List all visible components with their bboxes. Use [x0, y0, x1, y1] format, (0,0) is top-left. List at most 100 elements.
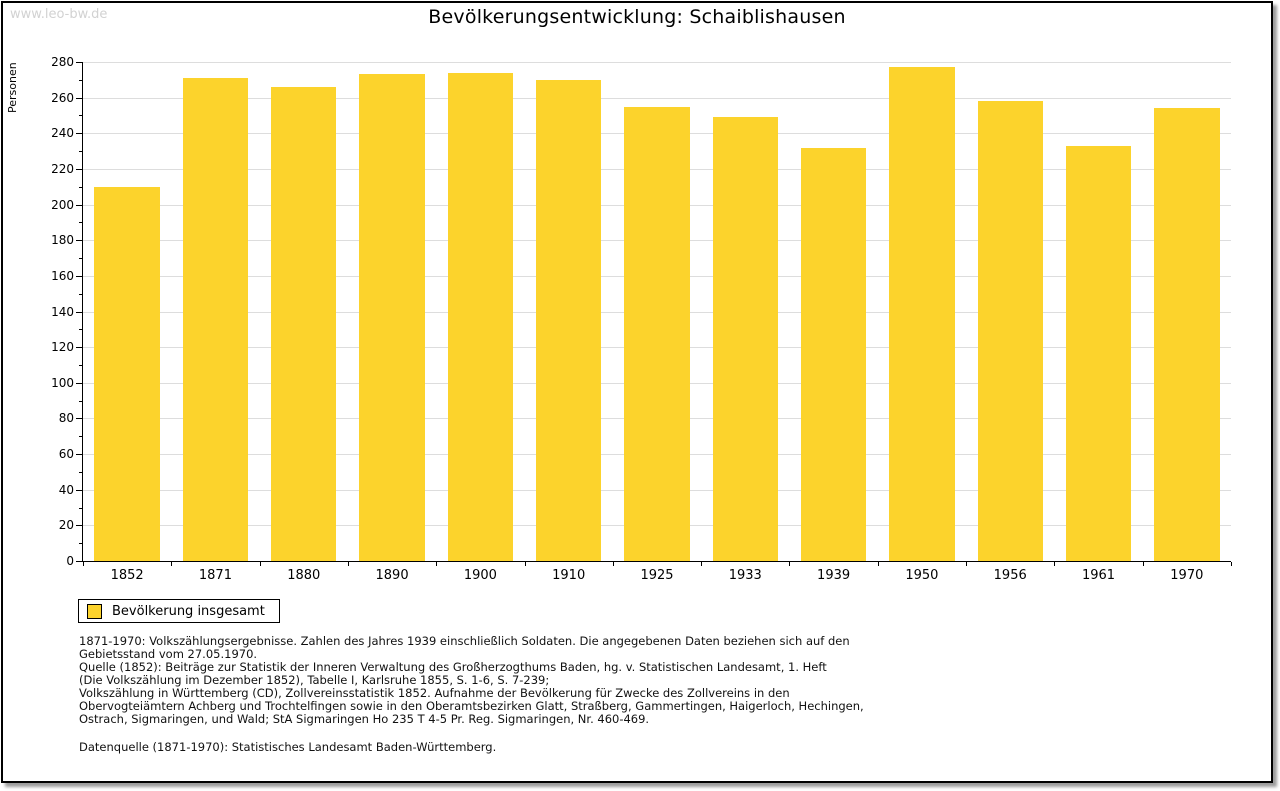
y-tick-label: 80 — [58, 411, 74, 425]
x-tick — [171, 562, 172, 566]
bar-1956 — [977, 101, 1043, 561]
y-major-tick — [76, 561, 83, 562]
legend-swatch — [87, 603, 102, 619]
legend: Bevölkerung insgesamt — [78, 599, 280, 623]
y-tick-label: 220 — [51, 162, 74, 176]
y-major-tick — [76, 418, 83, 419]
x-tick-label: 1933 — [728, 568, 762, 583]
footnote-line: Volkszählung in Württemberg (CD), Zollve… — [79, 686, 790, 700]
y-minor-tick — [79, 151, 83, 152]
x-tick-label: 1900 — [463, 568, 497, 583]
bar-1950 — [889, 67, 955, 561]
x-tick — [260, 562, 261, 566]
bar-1890 — [359, 74, 425, 561]
footnote-line: Quelle (1852): Beiträge zur Statistik de… — [79, 660, 827, 674]
x-tick — [348, 562, 349, 566]
y-tick-label: 0 — [66, 554, 74, 568]
x-tick — [878, 562, 879, 566]
x-tick — [701, 562, 702, 566]
x-tick — [525, 562, 526, 566]
y-major-tick — [76, 525, 83, 526]
y-minor-tick — [79, 329, 83, 330]
x-tick — [1143, 562, 1144, 566]
y-major-tick — [76, 454, 83, 455]
x-tick — [436, 562, 437, 566]
y-tick-label: 280 — [51, 55, 74, 69]
y-minor-tick — [79, 543, 83, 544]
y-tick-label: 120 — [51, 340, 74, 354]
legend-label: Bevölkerung insgesamt — [112, 603, 265, 619]
x-tick-label: 1925 — [640, 568, 674, 583]
bar-1910 — [536, 79, 602, 561]
y-axis-title: Personen — [6, 62, 19, 113]
footnotes: 1871-1970: Volkszählungsergebnisse. Zahl… — [79, 635, 1209, 726]
datasource-line: Datenquelle (1871-1970): Statistisches L… — [79, 740, 497, 754]
y-major-tick — [76, 383, 83, 384]
x-tick-label: 1890 — [375, 568, 409, 583]
y-major-tick — [76, 347, 83, 348]
x-tick-label: 1939 — [817, 568, 851, 583]
y-tick-label: 60 — [58, 447, 74, 461]
plot-area: 0 20 40 60 80 100 120 140 160 180 200 220 240 260 280 1… — [51, 56, 1232, 583]
y-minor-tick — [79, 187, 83, 188]
x-tick-label: 1910 — [552, 568, 586, 583]
y-major-tick — [76, 312, 83, 313]
y-minor-tick — [79, 436, 83, 437]
bar-1939 — [800, 147, 867, 561]
y-minor-tick — [79, 401, 83, 402]
x-tick — [789, 562, 790, 566]
x-tick-label: 1871 — [198, 568, 232, 583]
x-tick — [613, 562, 614, 566]
bar-1880 — [271, 86, 337, 561]
y-tick-label: 40 — [58, 483, 74, 497]
bar-1933 — [712, 117, 778, 561]
y-major-tick — [76, 276, 83, 277]
y-minor-tick — [79, 258, 83, 259]
y-minor-tick — [79, 222, 83, 223]
y-major-tick — [76, 62, 83, 63]
y-major-tick — [76, 240, 83, 241]
gridline — [83, 98, 1231, 99]
y-minor-tick — [79, 115, 83, 116]
y-major-tick — [76, 205, 83, 206]
bar-1852 — [94, 186, 160, 561]
gridline — [83, 62, 1231, 63]
y-tick-label: 20 — [58, 518, 74, 532]
y-minor-tick — [79, 80, 83, 81]
x-tick-label: 1950 — [905, 568, 939, 583]
y-major-tick — [76, 98, 83, 99]
bar-1925 — [624, 106, 690, 561]
y-tick-label: 160 — [51, 269, 74, 283]
x-tick — [83, 562, 84, 566]
x-tick — [1054, 562, 1055, 566]
y-tick-label: 140 — [51, 305, 74, 319]
footnote-line: 1871-1970: Volkszählungsergebnisse. Zahl… — [79, 634, 850, 648]
x-tick-label: 1961 — [1081, 568, 1116, 583]
footnote-line: Ostrach, Sigmaringen, und Wald; StA Sigm… — [79, 712, 650, 726]
y-major-tick — [76, 490, 83, 491]
y-tick-label: 200 — [51, 198, 74, 212]
y-major-tick — [76, 133, 83, 134]
y-major-tick — [76, 169, 83, 170]
x-tick-label: 1956 — [993, 568, 1027, 583]
x-tick-label: 1852 — [110, 568, 144, 583]
bar-1900 — [447, 72, 514, 561]
footnote-line: (Die Volkszählung im Dezember 1852), Tab… — [79, 673, 550, 687]
y-minor-tick — [79, 365, 83, 366]
bar-1961 — [1065, 145, 1132, 561]
y-tick-label: 240 — [51, 126, 74, 140]
y-tick-label: 260 — [51, 91, 74, 105]
x-tick-label: 1880 — [287, 568, 321, 583]
y-minor-tick — [79, 508, 83, 509]
y-tick-label: 180 — [51, 233, 74, 247]
x-tick-label: 1970 — [1170, 568, 1204, 583]
y-tick-label: 100 — [51, 376, 74, 390]
footnote-line: Obervogteiämtern Achberg und Trochtelfin… — [79, 699, 864, 713]
x-tick — [966, 562, 967, 566]
page-title: Bevölkerungsentwicklung: Schaiblishausen — [428, 6, 846, 28]
y-minor-tick — [79, 472, 83, 473]
watermark: www.leo-bw.de — [10, 7, 108, 22]
footnote-line: Gebietsstand vom 27.05.1970. — [79, 647, 258, 661]
bar-1970 — [1154, 108, 1220, 561]
